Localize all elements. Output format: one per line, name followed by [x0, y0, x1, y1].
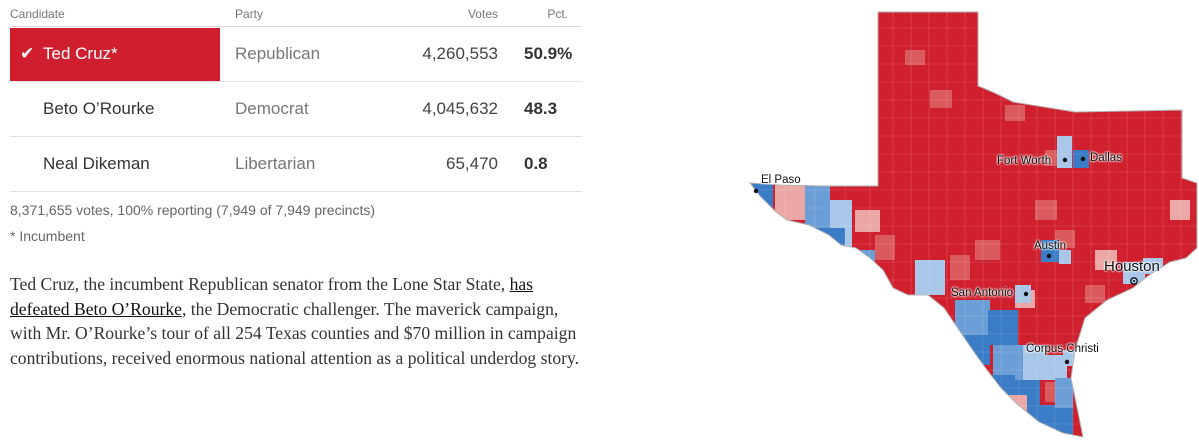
- el-paso-dot: [753, 188, 759, 194]
- austin-dot: [1046, 253, 1052, 259]
- article-paragraph: Ted Cruz, the incumbent Republican senat…: [10, 272, 585, 370]
- county-fills: [750, 12, 1197, 437]
- candidate-pct: 50.9%: [524, 44, 573, 63]
- candidate-pct: 48.3: [524, 99, 558, 118]
- table-row: Neal Dikeman Libertarian 65,470 0.8: [10, 137, 582, 192]
- san-antonio-dot: [1023, 291, 1029, 297]
- san-antonio-label: San Antonio: [951, 287, 1014, 299]
- candidate-name: Neal Dikeman: [43, 154, 150, 173]
- candidate-pct: 0.8: [524, 154, 548, 173]
- houston-label: Houston: [1104, 258, 1160, 275]
- candidate-party: Democrat: [235, 99, 309, 118]
- fort-worth-label: Fort Worth: [997, 155, 1052, 167]
- el-paso-label: El Paso: [761, 174, 801, 186]
- corpus-christi-label: Corpus Christi: [1026, 343, 1099, 355]
- candidate-votes: 4,045,632: [422, 99, 498, 118]
- candidate-party: Libertarian: [235, 154, 316, 173]
- reporting-summary: 8,371,655 votes, 100% reporting (7,949 o…: [10, 202, 376, 218]
- article-text-start: Ted Cruz, the incumbent Republican senat…: [10, 274, 510, 294]
- checkmark-icon: ✔: [20, 44, 35, 63]
- candidate-votes: 4,260,553: [422, 44, 498, 63]
- incumbent-footnote: * Incumbent: [10, 228, 85, 244]
- article-text-end: , the Democratic challenger. The maveric…: [10, 298, 580, 368]
- map-svg: [748, 11, 1198, 438]
- candidate-votes: 65,470: [446, 154, 498, 173]
- houston-dot-center: [1133, 280, 1135, 282]
- candidate-name: Beto O’Rourke: [43, 99, 155, 118]
- houston-dot: [1130, 277, 1138, 285]
- table-header: Candidate Party Votes Pct.: [10, 0, 582, 27]
- dallas-label: Dallas: [1090, 152, 1122, 164]
- article-link[interactable]: has defeated Beto O’Rourke: [10, 274, 534, 319]
- austin-label: Austin: [1034, 240, 1066, 252]
- candidate-name: Ted Cruz*: [43, 44, 118, 63]
- header-party: Party: [235, 7, 264, 21]
- winner-highlight: [10, 28, 220, 81]
- results-table: Candidate Party Votes Pct. ✔ Ted Cruz* R…: [10, 0, 582, 192]
- county-grid: [750, 12, 1197, 437]
- header-pct: Pct.: [547, 7, 568, 21]
- corpus-christi-dot: [1064, 359, 1070, 365]
- table-row: Beto O’Rourke Democrat 4,045,632 48.3: [10, 82, 582, 137]
- candidate-party: Republican: [235, 44, 321, 63]
- fort-worth-dot: [1062, 157, 1068, 163]
- dallas-dot: [1080, 156, 1086, 162]
- table-row: ✔ Ted Cruz* Republican 4,260,553 50.9%: [10, 27, 582, 82]
- texas-county-map: El Paso Fort Worth Dallas Austin Houston…: [745, 0, 1199, 442]
- header-candidate: Candidate: [10, 7, 65, 21]
- state-outline: [748, 11, 1198, 438]
- header-votes: Votes: [467, 7, 498, 21]
